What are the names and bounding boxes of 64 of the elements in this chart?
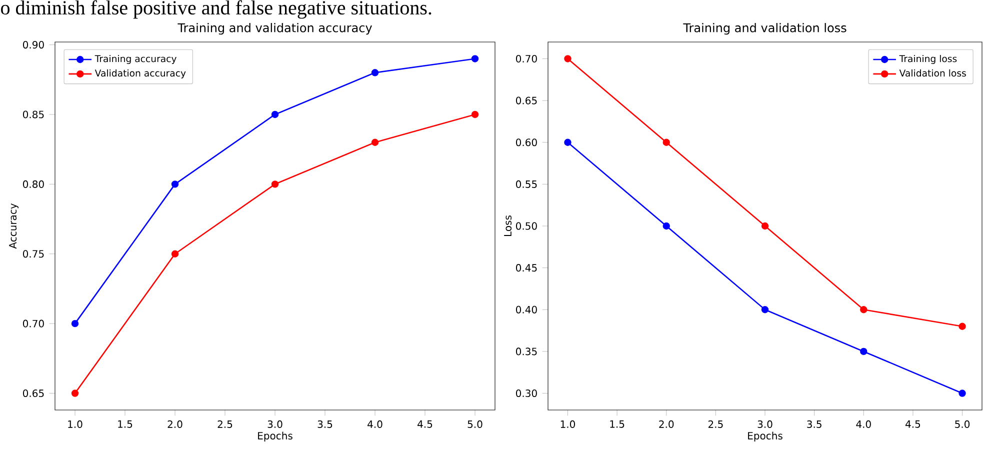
y-tick-label: 0.50 bbox=[516, 222, 537, 230]
x-tick-label: 1.0 bbox=[560, 420, 576, 428]
text: o diminish false positive and false negative situations. bbox=[1, 0, 432, 19]
x-tick-label: 3.5 bbox=[807, 420, 822, 428]
point bbox=[371, 138, 379, 146]
point bbox=[564, 138, 572, 146]
x-tick-label: 5.0 bbox=[955, 420, 970, 428]
point bbox=[860, 348, 868, 356]
legend-label: Training accuracy bbox=[94, 54, 176, 64]
point bbox=[271, 180, 279, 188]
y-tick-label: 0.65 bbox=[23, 389, 44, 398]
point bbox=[958, 322, 966, 330]
x-tick-label: 3.5 bbox=[318, 420, 332, 428]
point bbox=[471, 55, 479, 62]
point bbox=[71, 390, 79, 397]
chart-title: Training and validation accuracy bbox=[178, 23, 372, 35]
y-tick-label: 0.60 bbox=[516, 138, 537, 146]
y-tick-label: 0.80 bbox=[23, 180, 44, 188]
legend-label: Validation accuracy bbox=[94, 69, 186, 78]
y-axis-title: Accuracy bbox=[9, 203, 18, 249]
legend-label: Training loss bbox=[899, 54, 957, 64]
x-tick-label: 4.5 bbox=[905, 420, 920, 428]
x-axis-title: Epochs bbox=[258, 432, 292, 442]
x-tick-label: 2.0 bbox=[168, 420, 182, 428]
point bbox=[761, 306, 769, 314]
y-tick-label: 0.65 bbox=[516, 96, 537, 104]
y-tick-label: 0.35 bbox=[516, 348, 537, 356]
x-tick-label: 3.0 bbox=[758, 420, 772, 428]
point bbox=[171, 250, 179, 258]
x-tick-label: 4.0 bbox=[856, 420, 871, 428]
x-tick-label: 4.5 bbox=[418, 420, 432, 428]
x-axis-title: Epochs bbox=[748, 432, 782, 442]
point bbox=[371, 69, 379, 76]
point bbox=[860, 306, 868, 314]
y-tick-label: 0.70 bbox=[516, 54, 537, 63]
point bbox=[171, 180, 179, 188]
y-tick-label: 0.45 bbox=[516, 264, 537, 272]
x-tick-label: 4.0 bbox=[368, 420, 382, 428]
x-tick-label: 2.5 bbox=[708, 420, 723, 428]
point bbox=[662, 222, 670, 230]
x-tick-label: 1.5 bbox=[610, 420, 624, 428]
y-tick-label: 0.85 bbox=[23, 110, 44, 118]
point bbox=[564, 55, 572, 62]
chart-title: Training and validation loss bbox=[683, 23, 846, 35]
y-axis-title: Loss bbox=[504, 216, 512, 236]
point bbox=[471, 110, 479, 118]
x-tick-label: 2.5 bbox=[218, 420, 232, 428]
x-tick-label: 3.0 bbox=[268, 420, 282, 428]
point bbox=[271, 110, 279, 118]
y-tick-label: 0.55 bbox=[516, 180, 537, 188]
legend-label: Validation loss bbox=[899, 69, 966, 77]
y-tick-label: 0.30 bbox=[516, 389, 537, 398]
x-tick-label: 1.0 bbox=[68, 420, 82, 428]
point bbox=[71, 320, 79, 328]
x-tick-label: 5.0 bbox=[468, 420, 482, 428]
y-tick-label: 0.40 bbox=[516, 306, 537, 314]
point bbox=[958, 390, 966, 397]
y-tick-label: 0.90 bbox=[23, 41, 44, 49]
point bbox=[761, 222, 769, 230]
x-tick-label: 1.5 bbox=[118, 420, 132, 428]
y-tick-label: 0.70 bbox=[23, 320, 44, 328]
point bbox=[662, 138, 670, 146]
x-tick-label: 2.0 bbox=[659, 420, 674, 428]
y-tick-label: 0.75 bbox=[23, 250, 44, 258]
